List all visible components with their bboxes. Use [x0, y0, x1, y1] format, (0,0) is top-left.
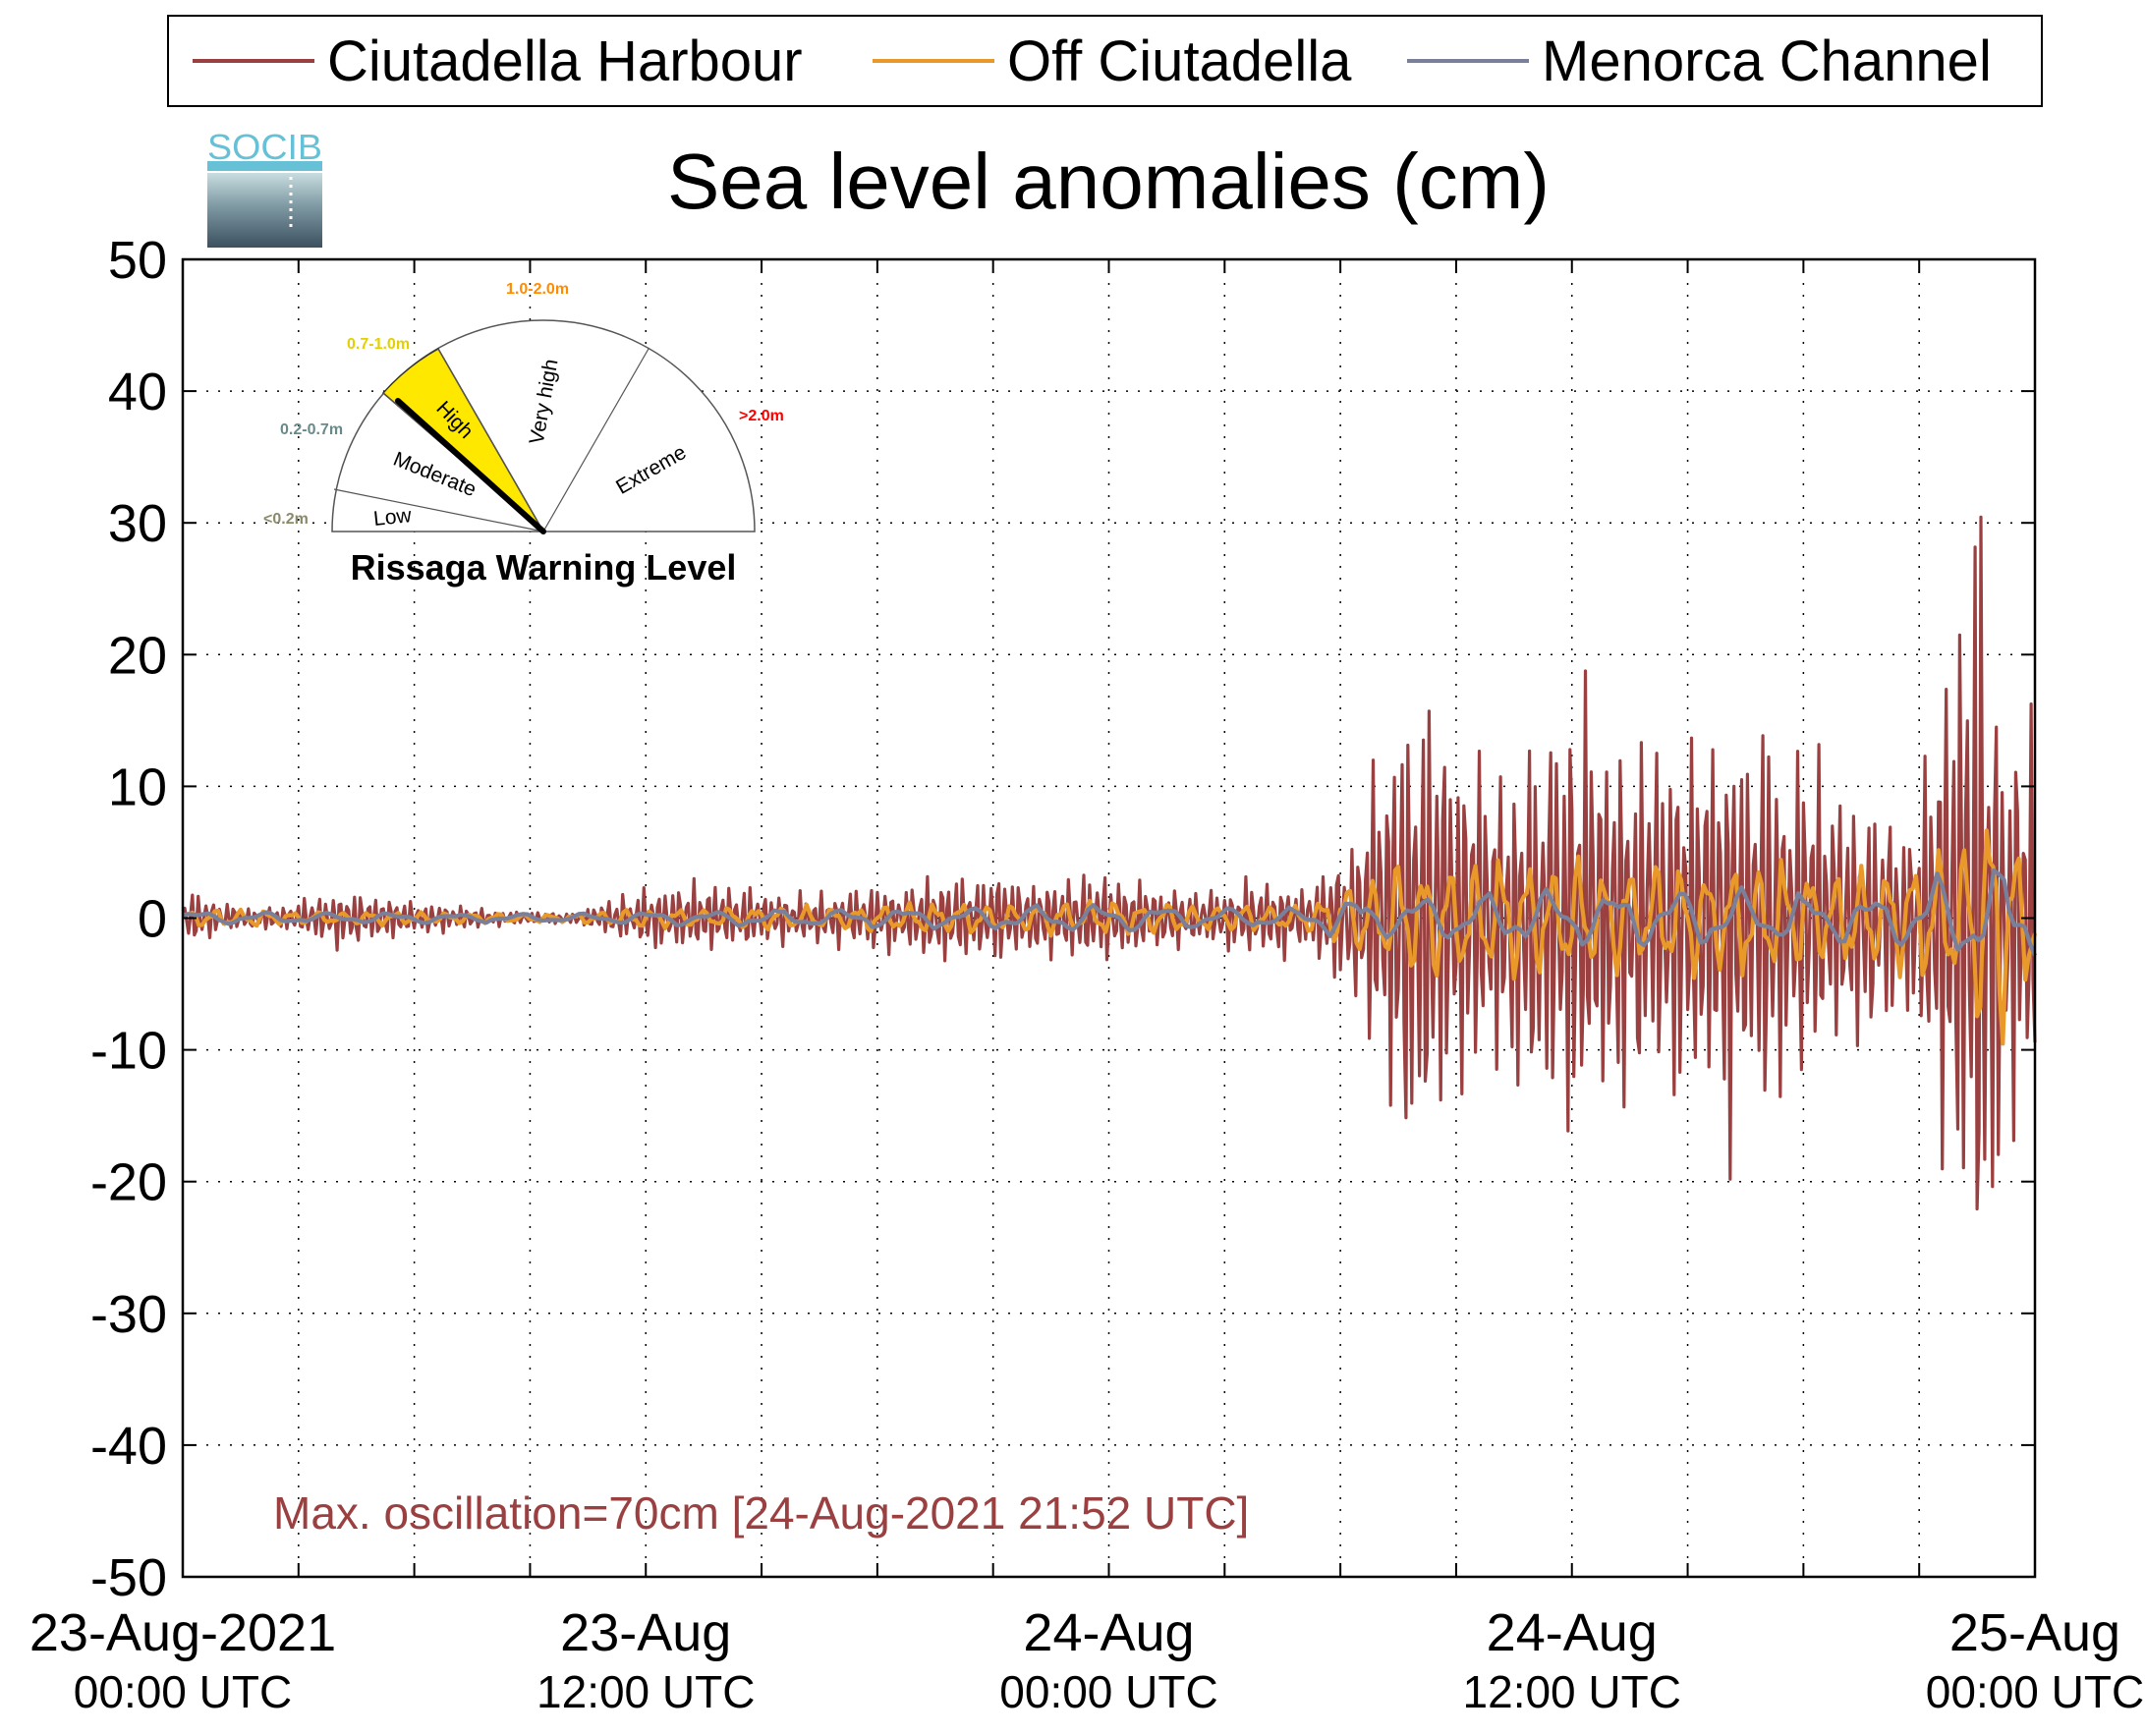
logo-block: [207, 173, 322, 248]
grid: [183, 259, 2035, 1577]
series-line-menorca-channel: [182, 868, 2037, 957]
y-axis-tick-labels: 50 40 30 20 10 0 -10 -20 -30 -40 -50: [90, 231, 167, 1607]
x-tick-label-time: 00:00 UTC: [1926, 1666, 2144, 1717]
rissaga-warning-gauge: Low Moderate High Very high Extreme <0.2…: [263, 281, 784, 588]
gauge-needle: [395, 398, 546, 534]
y-tick-label: 10: [108, 757, 167, 816]
max-oscillation-annotation: Max. oscillation=70cm [24-Aug-2021 21:52…: [273, 1487, 1249, 1539]
legend-label-off-ciutadella: Off Ciutadella: [1007, 29, 1352, 93]
series-layer: [181, 515, 2038, 1211]
gauge-range-very-high: 1.0-2.0m: [506, 281, 569, 298]
x-tick-label-time: 00:00 UTC: [999, 1666, 1217, 1717]
gauge-label-low: Low: [372, 504, 414, 531]
y-tick-label: 50: [108, 231, 167, 290]
series-line-ciutadella-harbour: [181, 515, 2037, 1211]
x-tick-label-time: 12:00 UTC: [1463, 1666, 1681, 1717]
y-tick-label: -10: [90, 1022, 167, 1081]
legend-box: [167, 15, 2043, 107]
x-tick-label-date: 25-Aug: [1949, 1603, 2120, 1662]
logo-top-band: [207, 161, 322, 171]
x-tick-label-date: 24-Aug: [1023, 1603, 1194, 1662]
x-tick-label-date: 24-Aug: [1487, 1603, 1658, 1662]
x-tick-label-time: 12:00 UTC: [536, 1666, 755, 1717]
series-line-off-ciutadella: [182, 828, 2038, 1046]
y-tick-label: 40: [108, 363, 167, 421]
socib-logo: SOCIB: [207, 127, 322, 248]
legend: Ciutadella Harbour Off Ciutadella Menorc…: [167, 15, 2043, 107]
legend-label-menorca-channel: Menorca Channel: [1542, 29, 1992, 93]
gauge-range-extreme: >2.0m: [739, 408, 784, 424]
gauge-title: Rissaga Warning Level: [351, 547, 737, 588]
chart-title: Sea level anomalies (cm): [667, 138, 1550, 225]
legend-label-ciutadella-harbour: Ciutadella Harbour: [327, 29, 803, 93]
x-tick-label-date: 23-Aug-2021: [29, 1603, 336, 1662]
gauge-range-low: <0.2m: [263, 511, 309, 528]
gauge-divider: [437, 348, 544, 532]
y-tick-label: -30: [90, 1285, 167, 1344]
logo-text: SOCIB: [207, 127, 322, 167]
y-tick-label: 0: [138, 890, 167, 949]
y-tick-label: -20: [90, 1153, 167, 1212]
gauge-divider: [333, 488, 544, 532]
gauge-range-high: 0.7-1.0m: [347, 336, 410, 353]
gauge-range-moderate: 0.2-0.7m: [280, 421, 343, 438]
y-tick-label: 20: [108, 626, 167, 685]
axis-ticks: [182, 258, 2036, 1578]
y-tick-label: 30: [108, 494, 167, 553]
gauge-divider: [542, 348, 649, 532]
x-tick-label-time: 00:00 UTC: [74, 1666, 292, 1717]
plot-area: [181, 257, 2038, 1579]
y-tick-label: -50: [90, 1548, 167, 1607]
y-tick-label: -40: [90, 1417, 167, 1476]
x-tick-label-date: 23-Aug: [560, 1603, 731, 1662]
